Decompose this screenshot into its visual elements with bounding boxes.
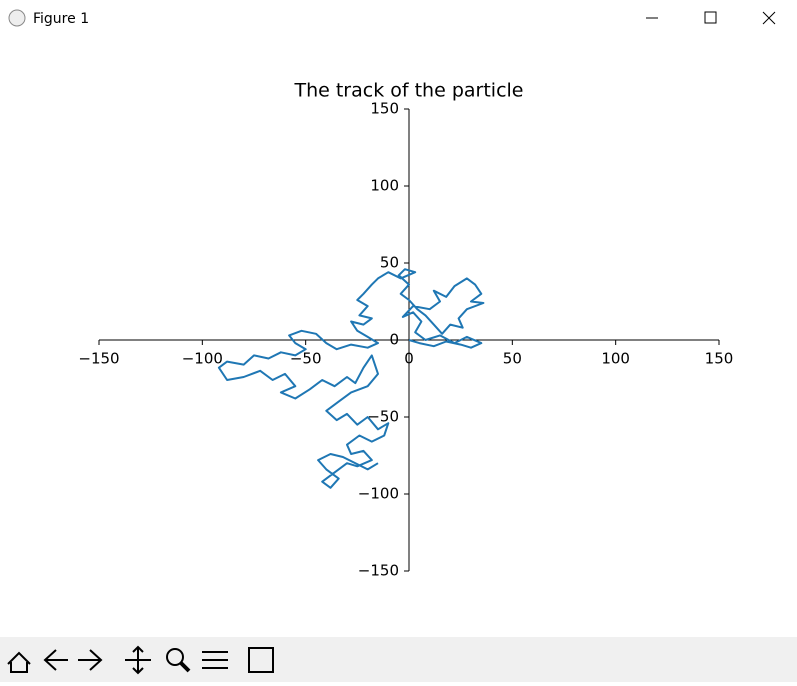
back-button[interactable] [43,649,68,671]
pan-button[interactable] [125,645,151,675]
x-tick-label: −150 [78,350,119,368]
close-button[interactable] [762,11,776,25]
zoom-handle [179,661,191,673]
configure-button[interactable] [202,651,228,669]
zoom-button[interactable] [166,648,184,666]
x-tick-label: 150 [705,350,734,368]
x-tick-label: −100 [182,350,223,368]
chart-title: The track of the particle [293,80,523,102]
home-button[interactable] [7,651,31,673]
y-tick-label: 0 [389,331,399,349]
maximize-button[interactable] [704,11,717,24]
track-line [217,268,485,489]
app-icon [8,9,26,27]
save-button[interactable] [248,647,274,673]
y-tick-label: 50 [380,254,399,272]
x-tick-label: 0 [404,350,414,368]
window-title: Figure 1 [33,11,89,27]
forward-button[interactable] [78,649,103,671]
toolbar [0,637,797,682]
x-tick-label: 100 [601,350,630,368]
x-tick-label: 50 [503,350,522,368]
y-tick-label: −100 [358,485,399,503]
title-bar [0,0,797,36]
y-tick-label: 100 [370,177,399,195]
y-tick-label: −150 [358,562,399,580]
y-tick-label: 150 [370,100,399,118]
x-tick-label: −50 [290,350,322,368]
y-tick-label: −50 [367,408,399,426]
